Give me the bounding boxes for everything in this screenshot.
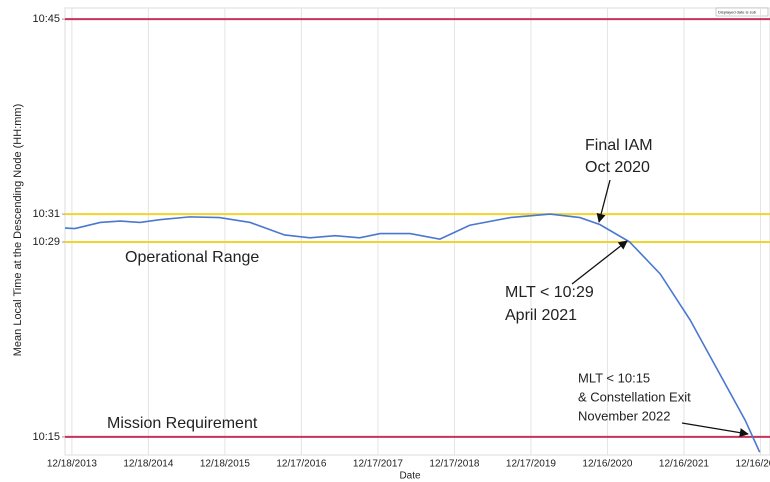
- arrow: [681, 422, 749, 438]
- x-tick-label: 12/17/2018: [429, 459, 479, 470]
- annotation: November 2022: [578, 408, 671, 423]
- x-tick-label: 12/18/2015: [200, 459, 250, 470]
- x-tick-label: 12/16/2020: [582, 459, 632, 470]
- annotation: April 2021: [505, 307, 577, 324]
- arrow: [596, 179, 611, 223]
- arrow: [571, 240, 628, 285]
- x-tick-label: 12/16/2021: [659, 459, 709, 470]
- annotation: Mission Requirement: [107, 415, 258, 432]
- annotation: Oct 2020: [585, 159, 650, 176]
- x-tick-label: 12/18/2013: [47, 459, 97, 470]
- plot-frame: [64, 7, 770, 456]
- arrows: [571, 179, 749, 438]
- x-axis-label: Date: [399, 471, 421, 482]
- annotation: MLT < 10:15: [578, 370, 650, 385]
- annotation: Operational Range: [125, 249, 259, 266]
- corner-note: Displayed date is sub: [718, 10, 757, 15]
- annotation: Final IAM: [585, 137, 653, 154]
- x-tick-label: 12/17/2019: [506, 459, 556, 470]
- annotation: & Constellation Exit: [578, 389, 691, 404]
- x-tick-label: 12/16/2022: [735, 459, 770, 470]
- x-tick-label: 12/18/2014: [123, 459, 173, 470]
- x-tick-label: 12/17/2016: [276, 459, 326, 470]
- y-axis-label: Mean Local Time at the Descending Node (…: [12, 104, 24, 357]
- annotation: MLT < 10:29: [505, 284, 594, 301]
- y-tick-label: 10:15: [32, 431, 60, 443]
- x-tick-label: 12/17/2017: [353, 459, 403, 470]
- y-tick-label: 10:45: [32, 13, 60, 25]
- data-line: [64, 213, 761, 453]
- y-tick-label: 10:29: [32, 236, 60, 248]
- y-tick-label: 10:31: [32, 208, 60, 220]
- note-box: [715, 7, 769, 17]
